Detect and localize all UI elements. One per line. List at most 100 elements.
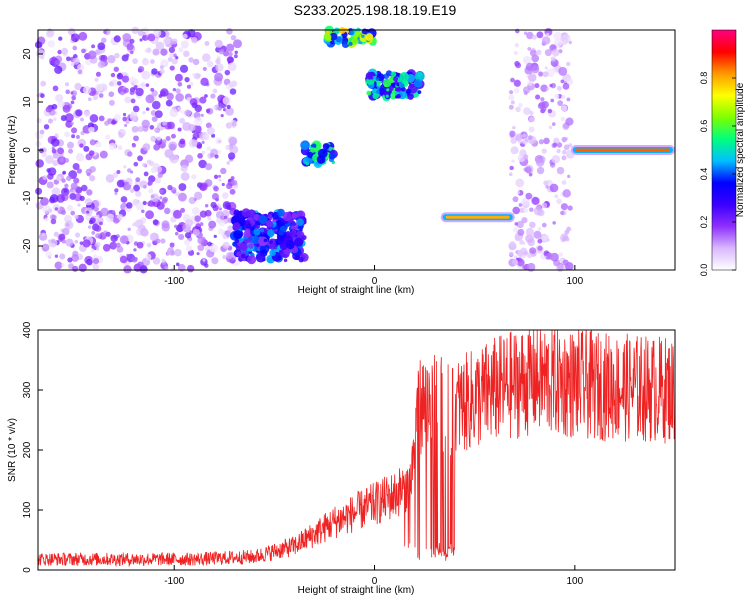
heatmap-cell (209, 243, 218, 253)
heatmap-cell (51, 187, 61, 197)
heatmap-cell (547, 108, 553, 114)
heatmap-cell (214, 72, 224, 82)
heatmap-cell (89, 217, 96, 224)
heatmap-cell (69, 192, 77, 200)
heatmap-cell (509, 251, 514, 257)
heatmap-cell (285, 240, 296, 250)
heatmap-cell (535, 94, 541, 100)
heatmap-cell (135, 190, 142, 197)
heatmap-cell (159, 68, 165, 75)
heatmap-cell (197, 244, 205, 252)
heatmap-cell (326, 30, 330, 34)
heatmap-cell (75, 186, 83, 194)
heatmap-cell (222, 234, 228, 240)
heatmap-cell (225, 144, 231, 150)
heatmap-cell (255, 252, 266, 263)
heatmap-cell (39, 129, 45, 135)
heatmap-cell (151, 254, 155, 258)
heatmap-cell (205, 108, 211, 114)
heatmap-cell (567, 174, 571, 178)
heatmap-cell (165, 136, 171, 142)
heatmap-cell (180, 207, 186, 213)
heatmap-cell (167, 184, 173, 191)
heatmap-cell (171, 38, 178, 45)
heatmap-cell (132, 78, 139, 85)
heatmap-cell (111, 120, 116, 125)
heatmap-cell (217, 228, 224, 235)
heatmap-cell (184, 109, 192, 117)
heatmap-cell (215, 137, 222, 145)
heatmap-line-core (575, 148, 670, 152)
heatmap-cell (514, 255, 518, 259)
heatmap-cell (159, 189, 164, 194)
heatmap-cell (516, 249, 524, 257)
heatmap-cell (87, 97, 92, 102)
heatmap-cell (513, 50, 518, 56)
heatmap-cell (116, 73, 124, 80)
heatmap-cell (232, 222, 241, 231)
heatmap-cell (139, 227, 149, 237)
heatmap-cell (543, 137, 550, 145)
heatmap-cell (125, 53, 130, 58)
heatmap-cell (201, 140, 205, 144)
heatmap-cell (310, 147, 316, 153)
heatmap-cell (125, 119, 130, 124)
heatmap-cell (535, 49, 542, 56)
heatmap-cell (509, 90, 514, 95)
heatmap-cell (521, 197, 530, 206)
heatmap-cell (216, 217, 222, 224)
heatmap-cell (227, 152, 236, 160)
heatmap-cell (206, 60, 214, 68)
heatmap-cell (222, 96, 232, 105)
heatmap-cell (228, 178, 232, 183)
heatmap-cell (551, 48, 560, 57)
heatmap-cell (169, 65, 175, 71)
heatmap-cell (47, 118, 54, 124)
heatmap-cell (527, 46, 532, 51)
heatmap-cell (552, 221, 556, 225)
heatmap-cell (511, 159, 515, 163)
colorbar-tick-label: 0.0 (699, 264, 709, 277)
heatmap-cell (151, 176, 156, 181)
heatmap-cell (214, 39, 223, 48)
heatmap-cell (60, 209, 67, 215)
heatmap-cell (199, 222, 204, 227)
heatmap-cell (562, 82, 570, 90)
heatmap-cell (277, 255, 282, 261)
heatmap-cell (110, 72, 116, 78)
heatmap-cell (74, 82, 82, 91)
heatmap-cell (563, 144, 570, 151)
heatmap-cell (537, 238, 543, 244)
heatmap-cell (64, 183, 69, 188)
heatmap-line-core (445, 215, 510, 219)
heatmap-cell (222, 50, 230, 57)
heatmap-cell (79, 143, 84, 148)
heatmap-cell (542, 71, 549, 78)
heatmap-cell (233, 230, 243, 240)
heatmap-cell (82, 86, 92, 95)
heatmap-cell (267, 229, 275, 237)
heatmap-cell (150, 166, 158, 174)
heatmap-cell (556, 149, 561, 154)
heatmap-cell (279, 242, 288, 251)
heatmap-cell (227, 62, 237, 72)
heatmap-y-axis: -20 -10 0 10 20 (22, 48, 43, 253)
heatmap-cell (178, 47, 184, 53)
heatmap-cell (56, 194, 65, 203)
heatmap-cell (199, 182, 208, 191)
heatmap-cell (248, 243, 254, 249)
heatmap-cell (122, 33, 132, 42)
heatmap-cell (517, 228, 525, 236)
colorbar-label: Normalized spectral amplitude (735, 82, 746, 217)
heatmap-cell (222, 255, 227, 260)
heatmap-cell (169, 108, 178, 118)
heatmap-cell (222, 241, 230, 249)
heatmap-cell (400, 86, 406, 92)
heatmap-cell (215, 210, 224, 219)
heatmap-cell (218, 178, 222, 182)
heatmap-cell (545, 32, 550, 37)
heatmap-cell (566, 97, 571, 102)
heatmap-cell (510, 137, 517, 144)
heatmap-cell (196, 116, 201, 121)
heatmap-cell (221, 182, 225, 187)
